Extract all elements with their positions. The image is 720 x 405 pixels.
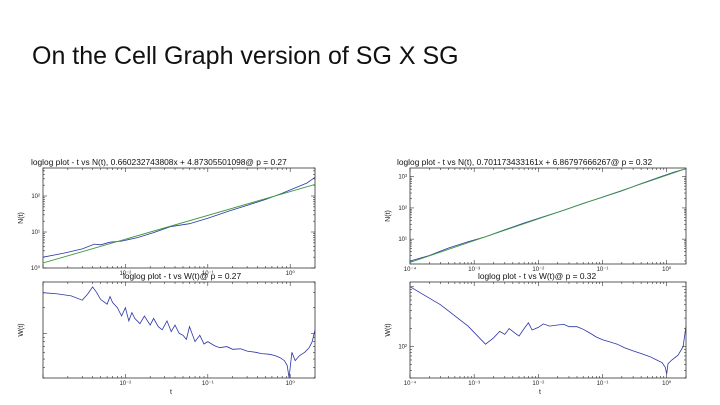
- y-axis-label: N(t): [18, 212, 25, 224]
- x-tick-label: 10⁻¹: [597, 381, 609, 387]
- plot-title: loglog plot - t vs N(t), 0.701173433161x…: [397, 157, 652, 167]
- x-tick-label: 10⁻³: [468, 267, 480, 273]
- x-tick-label: 10⁰: [286, 380, 296, 387]
- chart-panel-2: 10⁻² 10⁻¹ 10⁰ loglog plot - t vs W(t)@ p = …: [18, 271, 316, 396]
- x-tick-label: 10⁻³: [468, 381, 480, 387]
- plot-title: loglog plot - t vs W(t)@ p = 0.27: [123, 271, 241, 281]
- plot-title: loglog plot - t vs N(t), 0.660232743808x…: [31, 157, 287, 167]
- chart-panel-4: 10⁻⁴ 10⁻³ 10⁻² 10⁻¹ 10⁰ 10² loglog plot - t vs…: [385, 271, 687, 396]
- y-tick-label: 10²: [398, 206, 407, 212]
- x-tick-label: 10⁻²: [532, 381, 544, 387]
- data-line: [43, 286, 315, 378]
- chart-panel-3: 10⁻⁴ 10⁻³ 10⁻² 10⁻¹ 10⁰ 10¹ 10² 10³ loglog plot …: [385, 157, 687, 273]
- x-tick-label: 10⁻¹: [202, 381, 214, 387]
- x-tick-label: 10⁰: [662, 380, 672, 387]
- plot-frame: [42, 167, 316, 269]
- x-tick-label: 10⁻²: [119, 381, 131, 387]
- data-line: [410, 286, 686, 375]
- x-tick-label: 10⁻²: [119, 271, 131, 277]
- x-tick-label: 10⁻⁴: [404, 266, 417, 273]
- x-tick-label: 10⁰: [662, 266, 672, 273]
- x-tick-label: 10⁰: [286, 270, 296, 277]
- fit-line: [43, 183, 315, 264]
- plot-title: loglog plot - t vs W(t)@ p = 0.32: [478, 271, 596, 281]
- slide-title: On the Cell Graph version of SG X SG: [32, 42, 459, 70]
- y-axis-label: N(t): [385, 210, 392, 222]
- x-tick-label: 10⁻²: [532, 267, 544, 273]
- x-axis-label: t: [170, 389, 172, 396]
- y-tick-label: 10²: [398, 345, 407, 351]
- y-tick-label: 10²: [31, 194, 40, 200]
- y-tick-label: 10⁰: [31, 265, 41, 272]
- plot-frame: [42, 281, 316, 379]
- y-axis-label: W(t): [18, 323, 25, 336]
- fit-line: [410, 168, 686, 263]
- x-tick-label: 10⁻⁴: [404, 380, 417, 387]
- x-axis-label: t: [539, 389, 541, 396]
- x-tick-label: 10⁻¹: [202, 271, 214, 277]
- y-tick-label: 10³: [398, 175, 407, 181]
- y-axis-label: W(t): [385, 323, 392, 336]
- x-tick-label: 10⁻¹: [597, 267, 609, 273]
- y-tick-label: 10¹: [398, 237, 407, 243]
- y-tick-label: 10¹: [31, 230, 40, 236]
- chart-panel-1: 10⁻² 10⁻¹ 10⁰ 10⁰ 10¹ 10² loglog plot - t vs N…: [18, 157, 316, 277]
- plot-frame: [409, 281, 687, 379]
